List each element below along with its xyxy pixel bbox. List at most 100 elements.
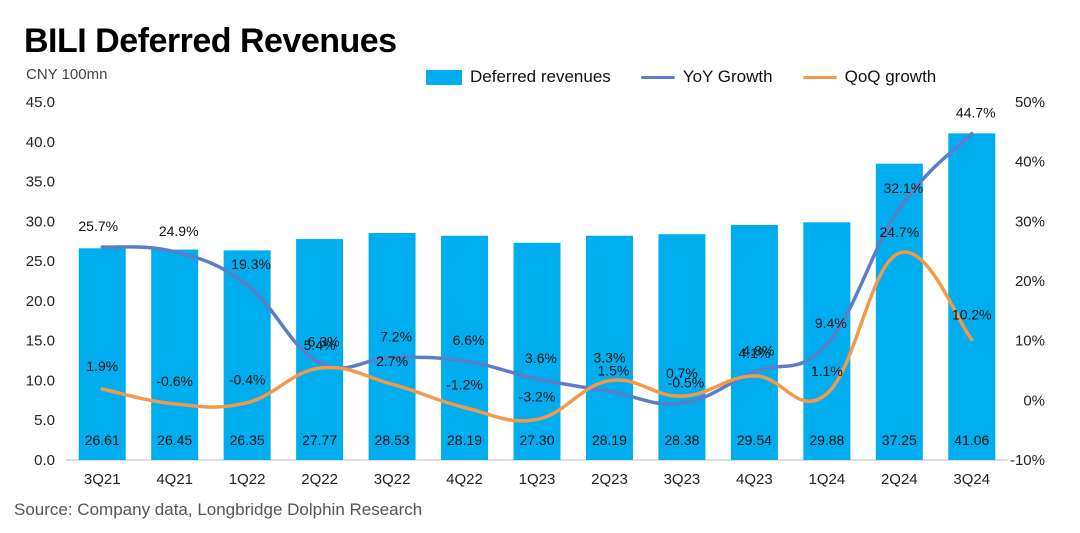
- legend-label-yoy-growth: YoY Growth: [682, 67, 773, 86]
- yoy-point-label: 24.9%: [159, 223, 199, 239]
- bar-value-label: 26.61: [85, 432, 120, 448]
- qoq-point-label: -1.2%: [446, 376, 483, 392]
- bar-deferred-revenues: [223, 250, 271, 460]
- y-right-tick-label: 30%: [1015, 213, 1045, 230]
- qoq-point-label: 4.1%: [738, 345, 770, 361]
- x-tick-label: 2Q22: [301, 471, 338, 488]
- bar-deferred-revenues: [441, 235, 489, 460]
- bar-deferred-revenues: [151, 249, 199, 460]
- y-left-tick-label: 40.0: [26, 134, 55, 151]
- yoy-point-label: 19.3%: [231, 256, 271, 272]
- y-right-tick-label: -10%: [1010, 452, 1045, 469]
- source-note: Source: Company data, Longbridge Dolphin…: [14, 500, 423, 519]
- bar-deferred-revenues: [585, 235, 633, 460]
- x-tick-label: 4Q21: [156, 471, 193, 488]
- x-tick-label: 1Q24: [808, 471, 845, 488]
- x-tick-label: 2Q23: [591, 471, 628, 488]
- x-tick-label: 3Q23: [664, 471, 701, 488]
- bar-deferred-revenues: [368, 233, 416, 460]
- yoy-point-label: 3.6%: [525, 350, 557, 366]
- yoy-point-label: -0.5%: [668, 374, 705, 390]
- lines-layer: [100, 131, 974, 423]
- yoy-point-label: 9.4%: [815, 315, 847, 331]
- yoy-point-label: 4.8%: [742, 343, 774, 359]
- y-right-tick-label: 10%: [1015, 333, 1045, 350]
- legend-swatch-yoy: [640, 75, 675, 79]
- y-left-tick-label: 35.0: [26, 174, 55, 191]
- x-tick-label: 1Q22: [229, 471, 266, 488]
- legend-swatch-bar: [426, 69, 462, 85]
- bar-value-label: 29.54: [737, 432, 772, 448]
- legend-swatch-qoq: [802, 75, 837, 79]
- bar-value-label: 27.77: [302, 432, 337, 448]
- qoq-point-label: 1.9%: [86, 358, 118, 374]
- x-tick-label: 2Q24: [881, 471, 918, 488]
- bar-value-label: 26.45: [157, 432, 192, 448]
- bar-value-label: 28.38: [664, 432, 699, 448]
- yoy-point-label: 32.1%: [883, 180, 923, 196]
- bar-deferred-revenues: [658, 234, 706, 460]
- bar-value-label: 41.06: [954, 432, 989, 448]
- legend-label-qoq-growth: QoQ growth: [844, 67, 937, 86]
- x-tick-label: 4Q23: [736, 471, 773, 488]
- x-tick-label: 3Q24: [953, 471, 990, 488]
- bar-deferred-revenues: [803, 222, 851, 460]
- qoq-point-label: 3.3%: [594, 350, 626, 366]
- bar-value-label: 29.88: [809, 432, 844, 448]
- y-right-tick-label: 50%: [1015, 94, 1045, 111]
- bar-value-label: 28.19: [592, 432, 627, 448]
- qoq-point-label: 10.2%: [952, 306, 992, 322]
- yoy-point-label: 44.7%: [956, 105, 996, 121]
- legend-item-qoq-growth: QoQ growth: [802, 67, 937, 87]
- x-tick-label: 1Q23: [519, 471, 556, 488]
- yoy-point-label: 25.7%: [78, 218, 118, 234]
- x-tick-label: 4Q22: [446, 471, 483, 488]
- qoq-point-label: -0.4%: [229, 372, 266, 388]
- bar-value-label: 28.19: [447, 432, 482, 448]
- legend-label-deferred-revenues: Deferred revenues: [470, 67, 611, 86]
- qoq-point-label: 1.1%: [811, 363, 843, 379]
- y-right-tick-label: 40%: [1015, 154, 1045, 171]
- yoy-point-label: 7.2%: [380, 328, 412, 344]
- bar-value-label: 26.35: [230, 432, 265, 448]
- y-left-tick-label: 0.0: [34, 452, 55, 469]
- chart-legend: Deferred revenues YoY Growth QoQ growth: [426, 67, 936, 87]
- y-right-tick-label: 20%: [1015, 273, 1045, 290]
- y-left-tick-label: 15.0: [26, 333, 55, 350]
- y-left-tick-label: 10.0: [26, 372, 55, 389]
- yoy-point-label: 1.5%: [598, 362, 630, 378]
- bar-value-label: 27.30: [519, 432, 554, 448]
- qoq-point-label: 2.7%: [376, 353, 408, 369]
- labels-layer: 26.61 26.45 26.35 27.77 28.53 28.19 27.30 28.19…: [78, 105, 995, 448]
- y-left-tick-label: 30.0: [26, 213, 55, 230]
- qoq-point-label: -3.2%: [519, 388, 556, 404]
- unit-label: CNY 100mn: [26, 66, 108, 83]
- bar-deferred-revenues: [948, 133, 996, 460]
- bar-deferred-revenues: [513, 242, 561, 460]
- y-left-tick-label: 20.0: [26, 293, 55, 310]
- yoy-point-label: 6.3%: [308, 334, 340, 350]
- y-right-tick-label: 0%: [1023, 392, 1045, 409]
- y-left-tick-label: 45.0: [26, 94, 55, 111]
- yoy-growth-line: [100, 131, 974, 406]
- bar-deferred-revenues: [78, 248, 126, 460]
- bar-value-label: 28.53: [375, 432, 410, 448]
- qoq-point-label: 24.7%: [879, 224, 919, 240]
- qoq-point-label: 0.7%: [666, 365, 698, 381]
- bars-layer: [78, 133, 996, 460]
- y-left-tick-label: 25.0: [26, 253, 55, 270]
- qoq-point-label: -0.6%: [156, 373, 193, 389]
- legend-item-yoy-growth: YoY Growth: [640, 67, 773, 87]
- yoy-point-label: 6.6%: [453, 332, 485, 348]
- legend-item-deferred-revenues: Deferred revenues: [426, 67, 611, 87]
- chart-title: BILI Deferred Revenues: [24, 22, 397, 60]
- y-left-tick-label: 5.0: [34, 412, 55, 429]
- qoq-point-label: 5.4%: [304, 337, 336, 353]
- bar-deferred-revenues: [730, 224, 778, 460]
- x-tick-label: 3Q22: [374, 471, 411, 488]
- bar-value-label: 37.25: [882, 432, 917, 448]
- bar-deferred-revenues: [875, 163, 923, 460]
- qoq-growth-line: [100, 250, 974, 423]
- x-tick-label: 3Q21: [84, 471, 121, 488]
